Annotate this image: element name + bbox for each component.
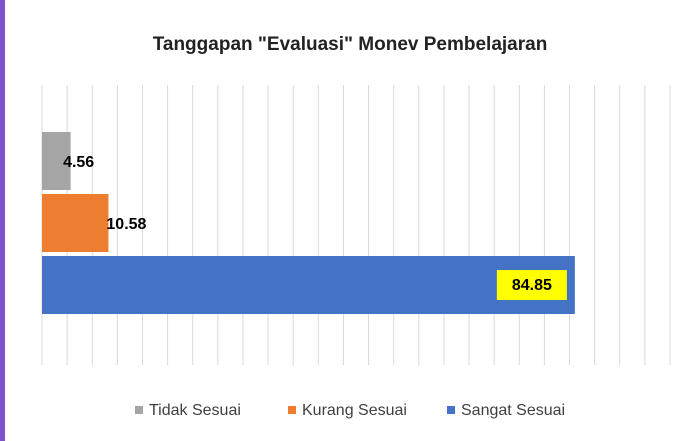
legend-label: Sangat Sesuai xyxy=(461,402,565,419)
chart-title: Tanggapan "Evaluasi" Monev Pembelajaran xyxy=(153,34,548,55)
page-edge xyxy=(0,0,5,441)
legend-swatch xyxy=(135,406,143,414)
bar xyxy=(42,194,109,252)
bar xyxy=(42,256,575,314)
data-label-bg xyxy=(496,270,567,300)
legend-swatch xyxy=(447,406,455,414)
data-label: 10.58 xyxy=(106,216,146,233)
bar xyxy=(42,132,71,190)
legend-swatch xyxy=(288,406,296,414)
data-label: 4.56 xyxy=(63,154,94,171)
data-label: 84.85 xyxy=(512,277,552,294)
legend-label: Tidak Sesuai xyxy=(149,402,241,419)
legend-label: Kurang Sesuai xyxy=(302,402,407,419)
